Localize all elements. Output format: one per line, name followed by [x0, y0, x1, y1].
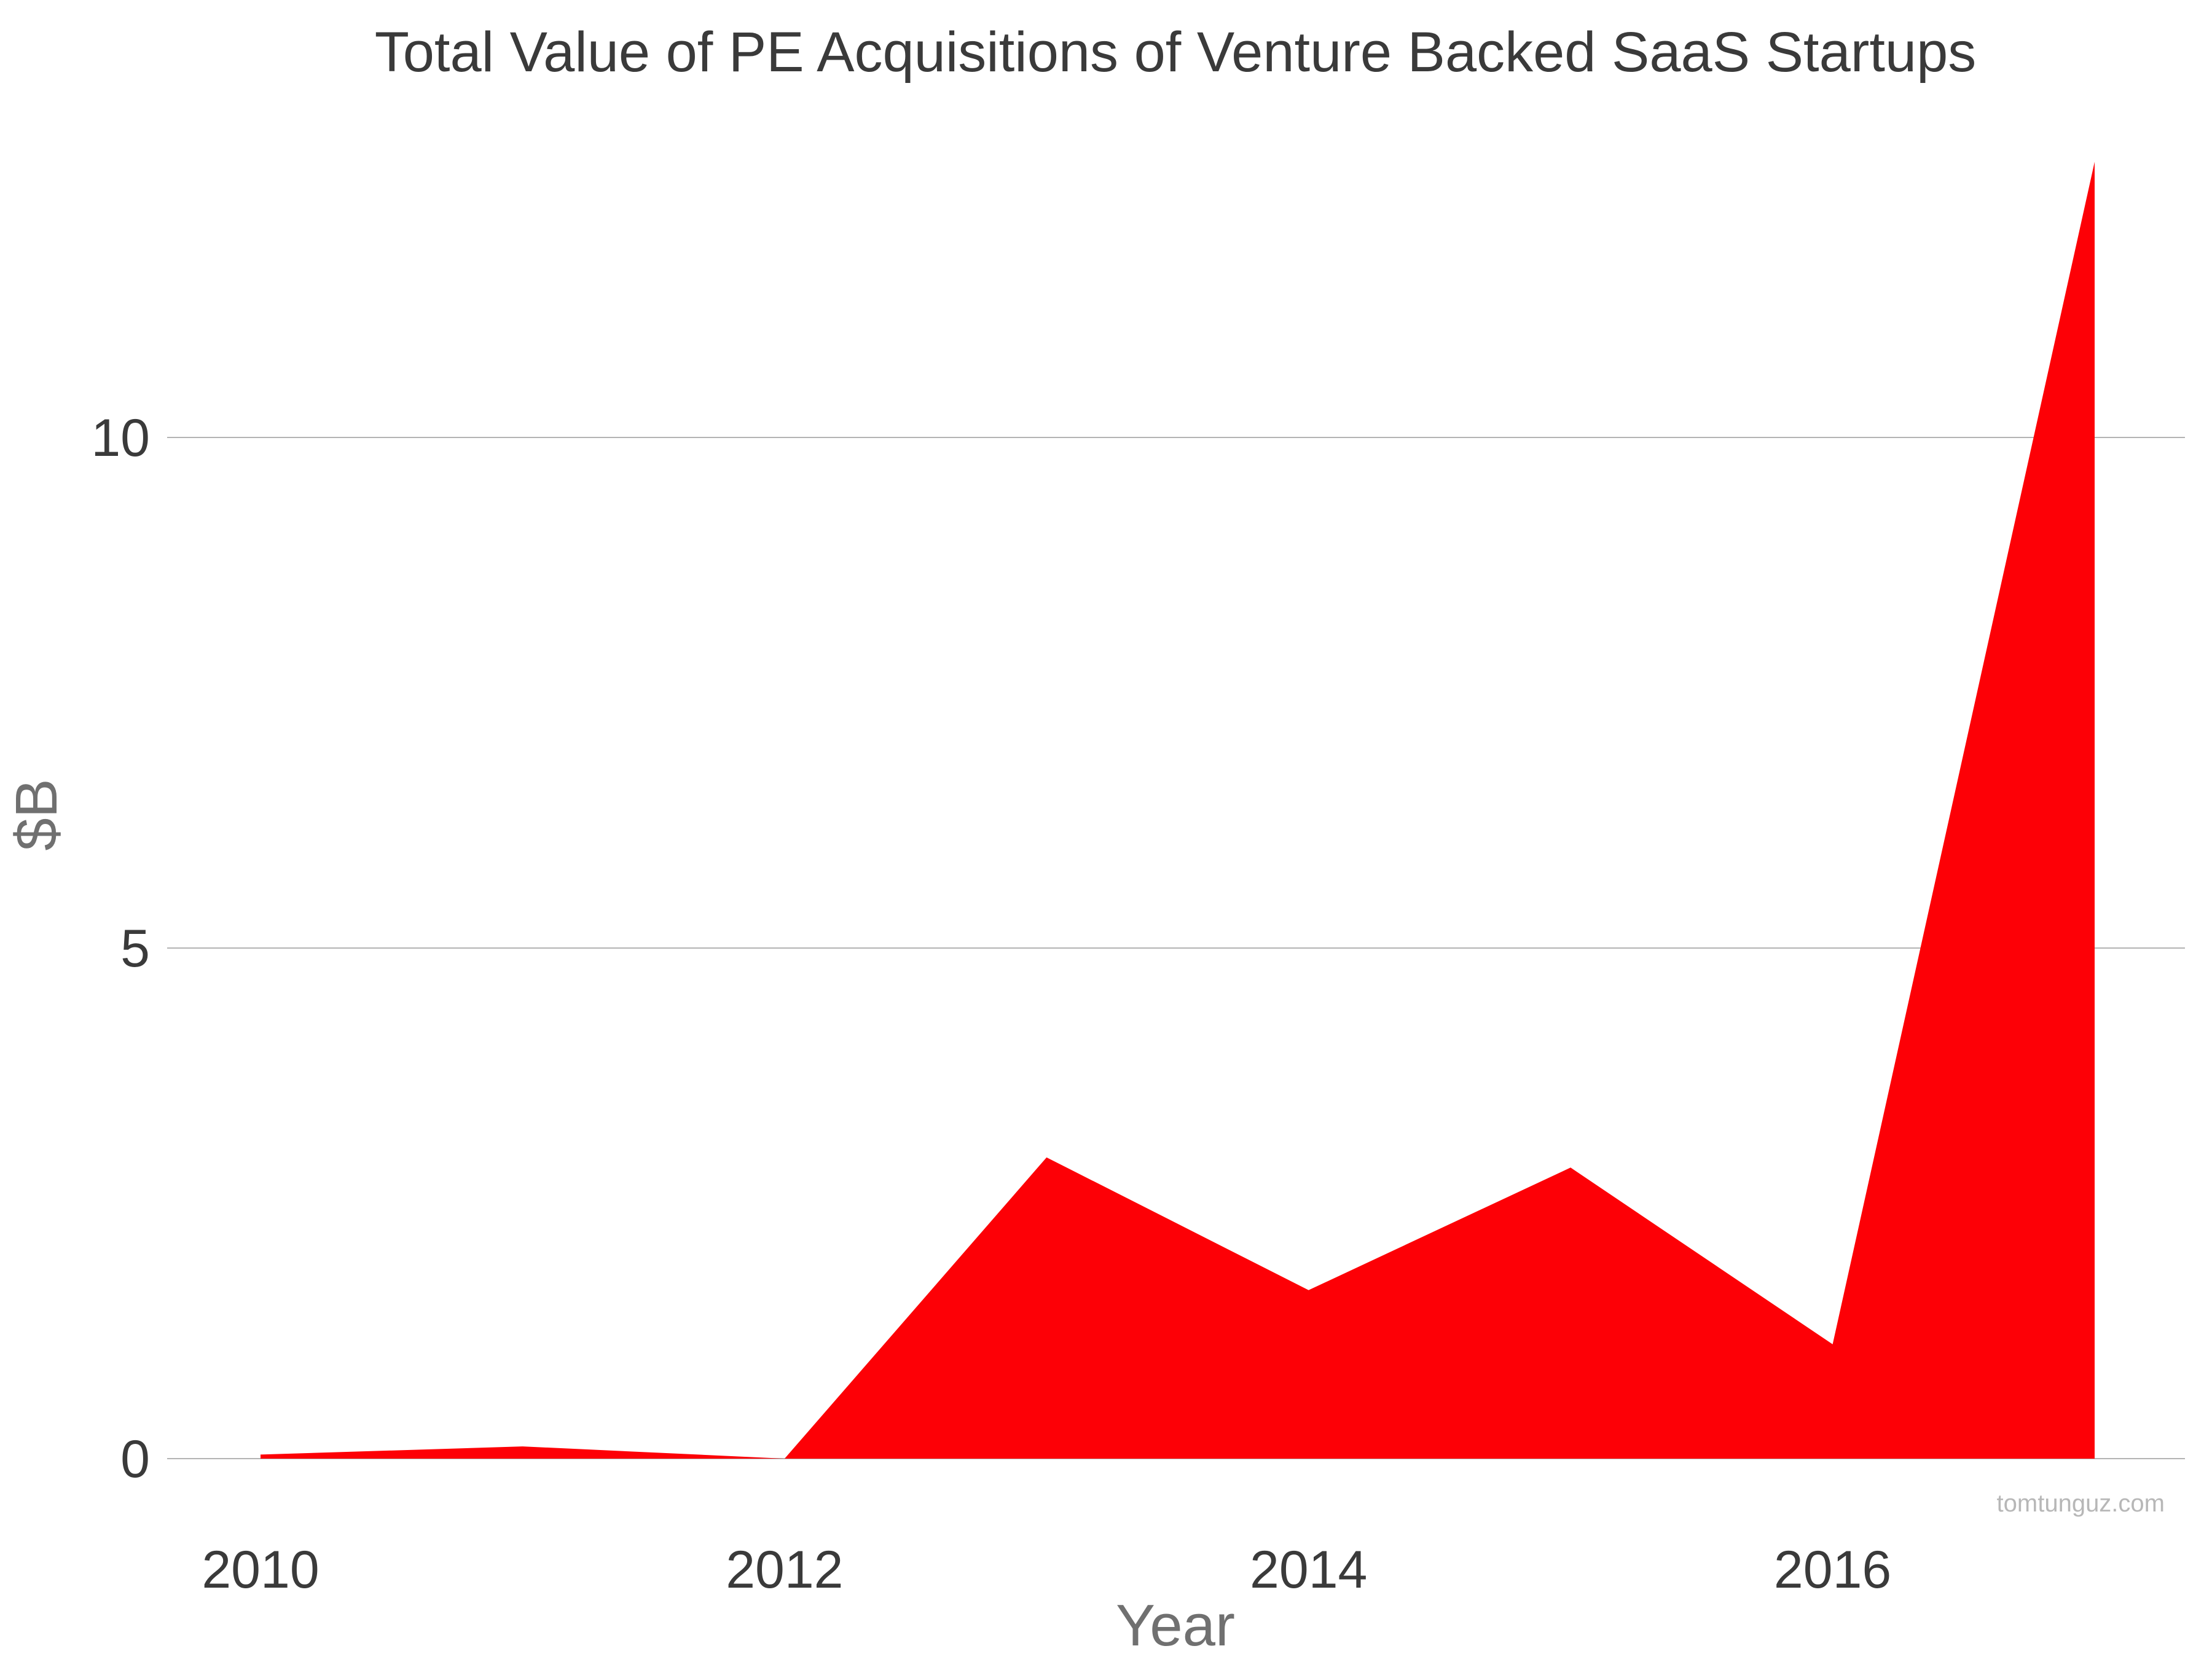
x-tick-label-2014: 2014: [1250, 1540, 1367, 1599]
x-axis-ticks: 2010 2012 2014 2016: [202, 1540, 1891, 1599]
chart-title: Total Value of PE Acquisitions of Ventur…: [375, 21, 1977, 84]
area-fill: [261, 162, 2095, 1459]
y-tick-label-0: 0: [120, 1430, 150, 1489]
y-tick-label-5: 5: [120, 919, 150, 978]
y-axis-label: $B: [4, 778, 69, 850]
y-tick-label-10: 10: [91, 409, 150, 468]
x-tick-label-2012: 2012: [726, 1540, 843, 1599]
y-axis-ticks: 0 5 10: [91, 409, 150, 1489]
x-tick-label-2016: 2016: [1774, 1540, 1891, 1599]
x-axis-label: Year: [1116, 1593, 1235, 1658]
watermark: tomtunguz.com: [1997, 1490, 2165, 1517]
area-series: [261, 162, 2095, 1459]
x-tick-label-2010: 2010: [202, 1540, 319, 1599]
